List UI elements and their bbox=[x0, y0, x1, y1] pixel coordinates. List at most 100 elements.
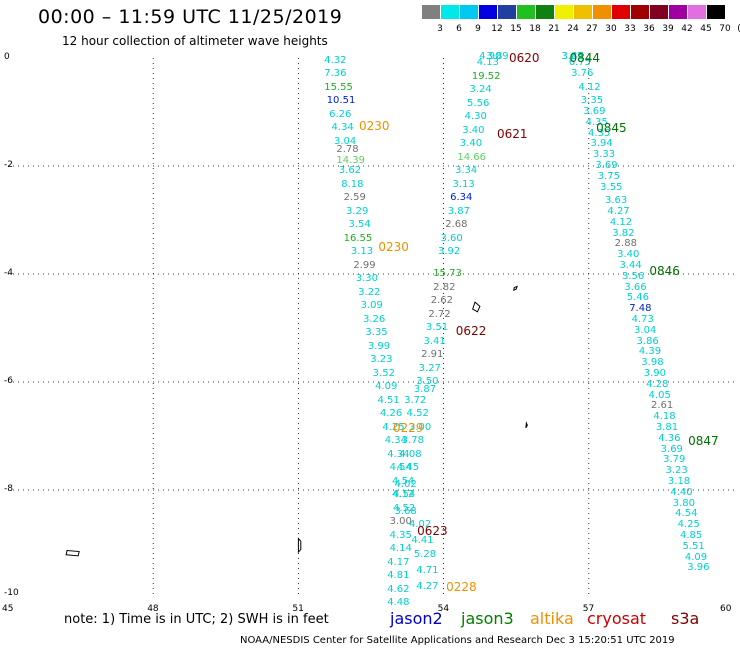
wave-height-label: 4.02 bbox=[408, 519, 432, 531]
wave-height-label: 3.96 bbox=[687, 562, 710, 574]
wave-height-label: 4.05 bbox=[648, 389, 671, 401]
island-outline bbox=[513, 285, 519, 292]
wave-height-label: 4.35 bbox=[588, 127, 611, 139]
wave-height-label: 4.40 bbox=[670, 486, 693, 498]
colorbar-label: 12 bbox=[491, 24, 503, 34]
x-tick-label: 48 bbox=[147, 604, 159, 614]
wave-height-label: 3.52 bbox=[372, 367, 395, 379]
pass-time-label: 0230 bbox=[378, 240, 409, 254]
wave-height-label: 3.18 bbox=[667, 475, 691, 487]
colorbar-swatch bbox=[422, 5, 440, 19]
footnote: note: 1) Time is in UTC; 2) SWH is in fe… bbox=[64, 612, 329, 627]
wave-height-label: 3.50 bbox=[416, 376, 439, 387]
wave-height-label: 4.18 bbox=[653, 411, 676, 423]
wave-height-label: 4.35 bbox=[585, 116, 608, 128]
wave-height-label: 3.29 bbox=[346, 205, 369, 217]
wave-height-label: 3.41 bbox=[423, 335, 446, 347]
island-outline bbox=[525, 421, 528, 429]
wave-height-label: 3.94 bbox=[590, 138, 613, 150]
y-tick-label: -2 bbox=[4, 160, 13, 170]
colorbar-label: 9 bbox=[475, 24, 481, 34]
wave-height-label: 4.85 bbox=[680, 529, 703, 541]
wave-height-label: 19.52 bbox=[471, 70, 501, 82]
colorbar-swatch bbox=[517, 5, 535, 19]
wave-height-label: 3.81 bbox=[655, 421, 679, 433]
wave-height-label: 3.04 bbox=[634, 324, 657, 336]
wave-height-label: 3.69 bbox=[583, 106, 606, 117]
colorbar-label: 36 bbox=[643, 24, 655, 34]
pass-time-label: 0623 bbox=[417, 523, 448, 538]
wave-height-label: 4.34 bbox=[384, 435, 408, 447]
island-outline bbox=[472, 301, 481, 313]
wave-height-label: 4.30 bbox=[464, 111, 487, 123]
wave-height-label: 3.92 bbox=[438, 246, 461, 258]
wave-height-label: 14.66 bbox=[457, 151, 487, 163]
wave-height-label: 4.39 bbox=[638, 346, 662, 358]
pass-time-label: 0622 bbox=[455, 323, 487, 338]
footer-credit: NOAA/NESDIS Center for Satellite Applica… bbox=[240, 635, 675, 646]
island-outline bbox=[65, 549, 80, 557]
colorbar-swatch bbox=[593, 5, 611, 19]
island-outline bbox=[297, 537, 302, 554]
x-tick-label: 45 bbox=[2, 604, 14, 614]
wave-height-label: 4.09 bbox=[684, 551, 708, 563]
colorbar-label: 18 bbox=[529, 24, 541, 34]
wave-height-label: 4.54 bbox=[393, 489, 416, 501]
pass-time-label: 0230 bbox=[359, 118, 390, 133]
wave-height-label: 3.89 bbox=[486, 51, 509, 62]
wave-height-label: 3.62 bbox=[338, 165, 362, 177]
wave-height-label: 5.46 bbox=[626, 292, 650, 304]
wave-height-label: 3.76 bbox=[571, 68, 594, 80]
wave-height-label: 2.61 bbox=[650, 400, 674, 412]
wave-height-label: 3.87 bbox=[447, 205, 470, 217]
wave-height-label: 3.40 bbox=[617, 249, 640, 261]
colorbar-label: 3 bbox=[437, 24, 443, 34]
colorbar-label: 45 bbox=[700, 24, 712, 34]
colorbar-swatch bbox=[612, 5, 630, 19]
wave-height-label: 4.62 bbox=[387, 583, 410, 595]
wave-height-label: 2.62 bbox=[430, 295, 454, 306]
y-tick-label: -4 bbox=[4, 268, 13, 278]
wave-height-label: 5.56 bbox=[467, 97, 490, 109]
wave-height-label: 4.71 bbox=[416, 565, 439, 576]
wave-height-label: 4.52 bbox=[406, 408, 429, 420]
colorbar-label: 15 bbox=[510, 24, 522, 34]
wave-height-label: 3.82 bbox=[612, 227, 635, 239]
wave-height-label: 7.36 bbox=[324, 68, 347, 80]
colorbar-swatch bbox=[536, 5, 554, 19]
wave-height-label: 3.34 bbox=[454, 165, 478, 177]
pass-time-label: 0228 bbox=[446, 580, 477, 595]
pass-time-label: 0845 bbox=[596, 121, 627, 136]
wave-height-label: 3.60 bbox=[440, 232, 463, 244]
colorbar-swatch bbox=[555, 5, 573, 19]
wave-height-label: 3.13 bbox=[452, 178, 475, 190]
map-title: 00:00 – 11:59 UTC 11/25/2019 bbox=[38, 6, 343, 28]
wave-height-label: 3.35 bbox=[365, 327, 388, 339]
wave-height-label: 3.23 bbox=[665, 465, 688, 477]
y-tick-label: 0 bbox=[4, 52, 10, 62]
wave-height-label: 3.78 bbox=[401, 435, 424, 447]
colorbar-swatch bbox=[669, 5, 687, 19]
colorbar-label: 21 bbox=[548, 24, 560, 34]
wave-height-label: 4.34 bbox=[331, 122, 354, 134]
legend-item-cryosat: cryosat bbox=[587, 609, 647, 628]
wave-height-label: 4.13 bbox=[476, 57, 499, 69]
colorbar-label: 30 bbox=[605, 24, 617, 34]
wave-height-label: 4.54 bbox=[392, 475, 415, 487]
wave-height-label: 4.32 bbox=[324, 54, 347, 66]
wave-height-label: 14.39 bbox=[336, 154, 366, 166]
wave-height-label: 6.34 bbox=[450, 192, 473, 204]
wave-height-label: 3.40 bbox=[459, 138, 483, 150]
wave-height-label: 5.28 bbox=[413, 548, 437, 560]
colorbar-label: 70 bbox=[719, 24, 731, 34]
colorbar-label: 33 bbox=[624, 24, 636, 34]
wave-height-label: 15.73 bbox=[433, 268, 462, 279]
wave-height-label: 3.00 bbox=[389, 516, 412, 528]
x-tick-label: 54 bbox=[437, 604, 450, 614]
wave-height-label: 3.22 bbox=[358, 286, 381, 298]
wave-height-label: 3.69 bbox=[660, 443, 683, 455]
wave-height-label: 2.72 bbox=[428, 308, 451, 320]
colorbar-unit: (ft) bbox=[732, 24, 740, 34]
x-tick-label: 57 bbox=[582, 604, 595, 614]
wave-height-label: 4.25 bbox=[382, 421, 405, 433]
